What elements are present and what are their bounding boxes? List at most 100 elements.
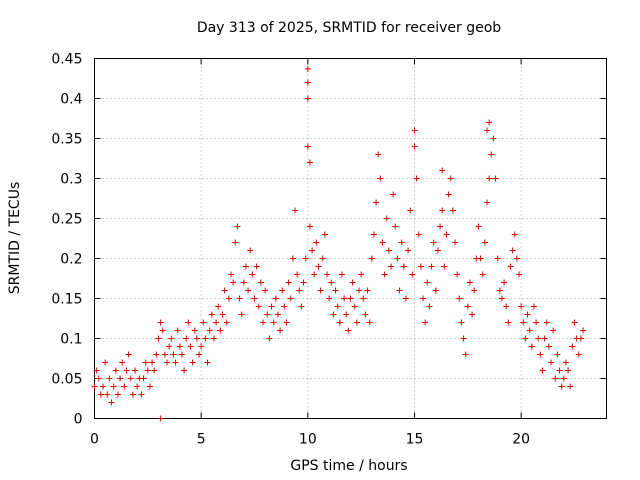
data-point <box>304 143 311 150</box>
data-point <box>97 391 104 398</box>
data-point <box>187 343 194 350</box>
data-point <box>552 375 559 382</box>
data-point <box>202 335 209 342</box>
data-point <box>200 319 207 326</box>
data-point <box>213 319 220 326</box>
data-point <box>245 287 252 294</box>
data-point <box>142 359 149 366</box>
data-point <box>498 295 505 302</box>
data-point <box>513 255 520 262</box>
data-point <box>223 319 230 326</box>
data-point <box>377 175 384 182</box>
data-point <box>134 383 141 390</box>
data-point <box>471 287 478 294</box>
data-point <box>112 367 119 374</box>
y-tick-label: 0 <box>74 412 83 428</box>
y-tick-label: 0.45 <box>51 52 82 68</box>
data-point <box>304 79 311 86</box>
data-point <box>518 303 525 310</box>
data-point <box>541 335 548 342</box>
data-point <box>569 343 576 350</box>
data-point <box>172 359 179 366</box>
data-point <box>100 383 107 390</box>
data-point <box>217 327 224 334</box>
data-point <box>247 247 254 254</box>
data-point <box>516 271 523 278</box>
data-point <box>394 255 401 262</box>
data-point <box>575 351 582 358</box>
data-point <box>345 327 352 334</box>
data-point <box>313 239 320 246</box>
data-point <box>232 239 239 246</box>
data-point <box>452 239 459 246</box>
data-point <box>317 287 324 294</box>
data-point <box>460 335 467 342</box>
data-point <box>332 287 339 294</box>
data-point <box>183 335 190 342</box>
data-point <box>127 375 134 382</box>
data-point <box>347 295 354 302</box>
data-point <box>164 359 171 366</box>
data-point <box>176 343 183 350</box>
data-point <box>238 311 245 318</box>
data-point <box>330 311 337 318</box>
data-point <box>413 175 420 182</box>
data-point <box>91 383 98 390</box>
data-point <box>524 311 531 318</box>
data-point <box>407 207 414 214</box>
data-point <box>341 295 348 302</box>
grid-lines <box>94 58 607 419</box>
data-point <box>336 319 343 326</box>
data-point <box>121 383 128 390</box>
data-point <box>415 231 422 238</box>
data-point <box>484 127 491 134</box>
plot-frame <box>94 58 607 419</box>
x-tick-label: 20 <box>512 432 530 448</box>
data-point <box>464 303 471 310</box>
y-tick-label: 0.35 <box>51 132 82 148</box>
data-point <box>338 271 345 278</box>
data-point <box>558 383 565 390</box>
data-point <box>153 351 160 358</box>
data-point <box>479 271 486 278</box>
data-point <box>501 279 508 286</box>
y-axis-label: SRMTID / TECUs <box>7 182 23 295</box>
data-point <box>462 351 469 358</box>
data-point <box>234 223 241 230</box>
data-point <box>159 327 166 334</box>
data-point <box>420 295 427 302</box>
data-point <box>114 391 121 398</box>
data-point <box>343 311 350 318</box>
data-point <box>221 287 228 294</box>
data-point <box>439 167 446 174</box>
data-point <box>251 295 258 302</box>
data-point <box>151 367 158 374</box>
data-point <box>426 303 433 310</box>
y-tick-label: 0.05 <box>51 372 82 388</box>
data-point <box>560 375 567 382</box>
data-point <box>509 247 516 254</box>
data-point <box>522 335 529 342</box>
y-tick-labels: 0 0.05 0.1 0.15 0.2 0.25 0.3 0.35 0.4 0.45 <box>51 52 82 428</box>
data-point <box>306 223 313 230</box>
data-point <box>484 199 491 206</box>
data-point <box>445 191 452 198</box>
data-point <box>304 65 311 72</box>
data-point <box>272 295 279 302</box>
data-point <box>580 327 587 334</box>
data-point <box>373 199 380 206</box>
data-point <box>494 255 501 262</box>
data-point <box>326 295 333 302</box>
data-point <box>550 327 557 334</box>
data-point <box>302 255 309 262</box>
data-point <box>306 159 313 166</box>
data-point <box>381 271 388 278</box>
data-point <box>434 247 441 254</box>
data-point <box>166 343 173 350</box>
data-point <box>548 359 555 366</box>
data-point <box>375 151 382 158</box>
data-point <box>537 351 544 358</box>
data-point <box>157 415 164 422</box>
data-point <box>565 367 572 374</box>
